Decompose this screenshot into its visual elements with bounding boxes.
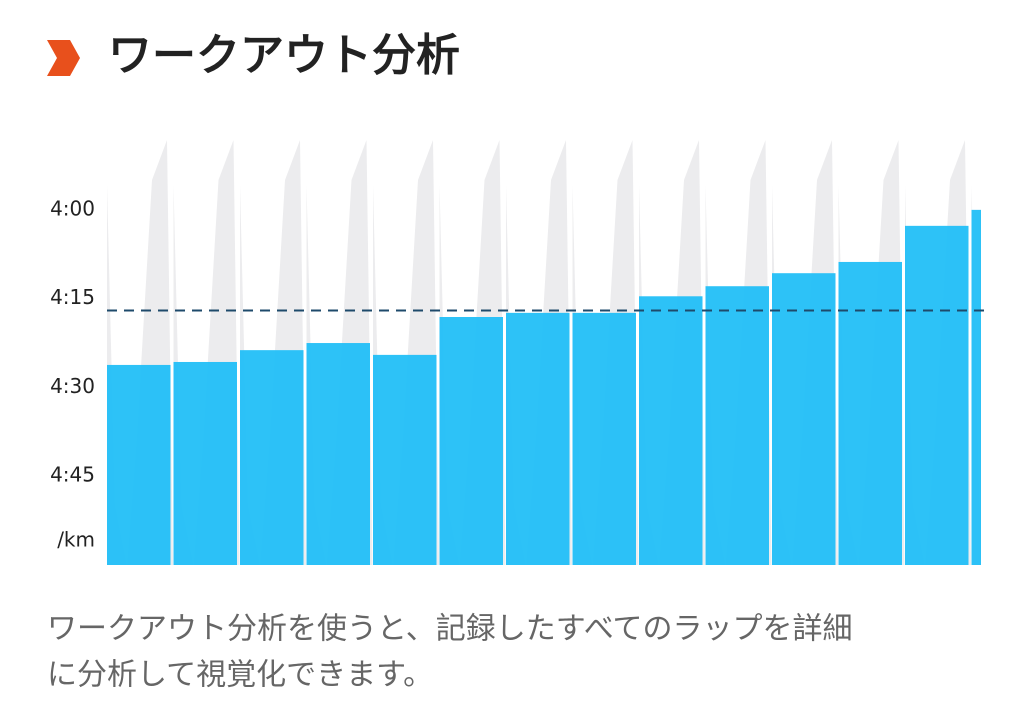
bar <box>373 354 437 565</box>
y-tick-label: 4:45 <box>50 463 95 487</box>
bar <box>173 361 237 565</box>
header-icon <box>47 40 80 76</box>
bar <box>506 312 570 565</box>
y-unit-label: /km <box>57 528 95 552</box>
bar <box>107 364 171 565</box>
description: ワークアウト分析を使うと、記録したすべてのラップを詳細 <box>47 612 853 647</box>
y-tick-label: 4:30 <box>50 374 95 398</box>
y-tick-label: 4:00 <box>50 196 95 220</box>
description: に分析して視覚化できます。 <box>47 658 433 693</box>
bar <box>971 209 981 565</box>
page-title: ワークアウト分析 <box>108 30 460 81</box>
y-tick-label: 4:15 <box>50 285 95 309</box>
plot <box>107 209 981 565</box>
bar <box>639 296 703 565</box>
bar <box>838 261 902 565</box>
bar <box>240 350 304 565</box>
bar <box>306 343 370 565</box>
bar <box>439 316 503 565</box>
bar <box>772 273 836 565</box>
bar <box>572 312 636 565</box>
bar <box>905 225 969 565</box>
bar <box>705 286 769 565</box>
